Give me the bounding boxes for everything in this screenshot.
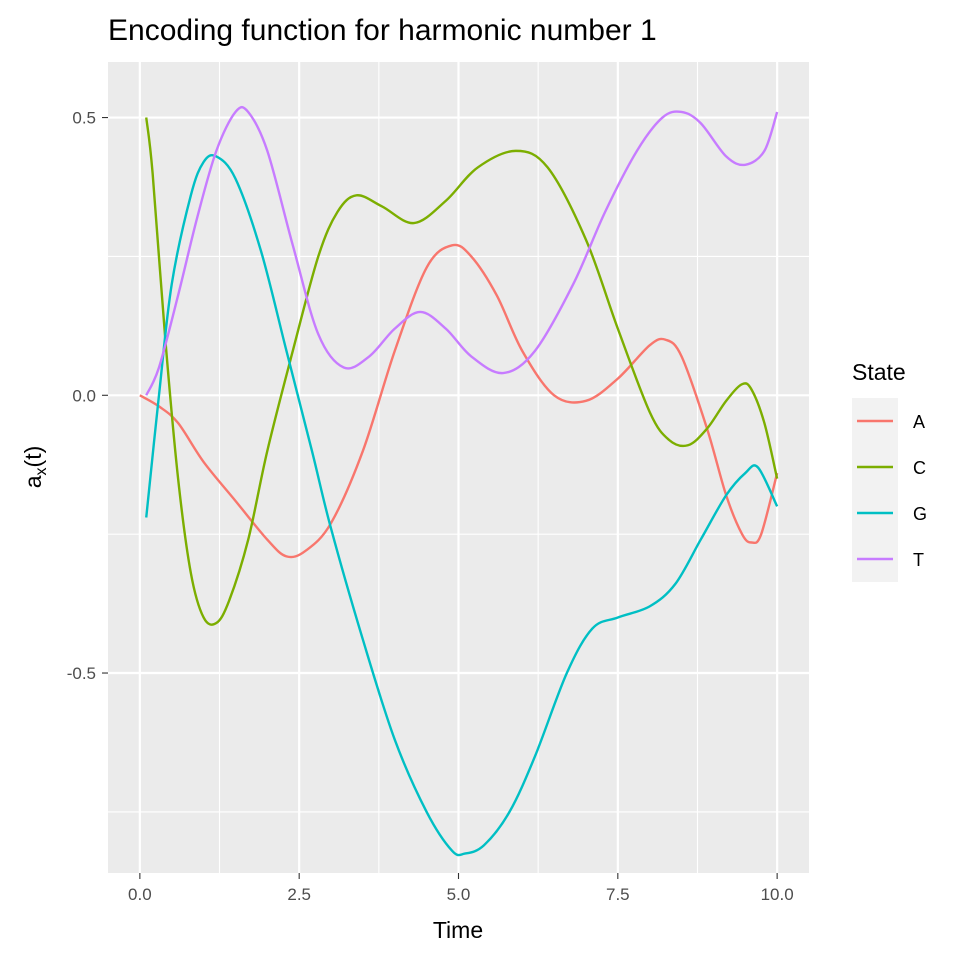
legend-label-c: C	[913, 458, 926, 478]
y-axis-title-main: a	[20, 475, 46, 488]
series-layer	[139, 105, 779, 857]
legend-key-background	[852, 398, 898, 582]
major-grid	[108, 62, 809, 873]
x-tick-label: 2.5	[287, 885, 311, 904]
y-axis-title-subscript: x	[33, 467, 50, 475]
legend-title: State	[852, 359, 906, 385]
series-line-t	[145, 105, 779, 396]
series-line-c	[145, 117, 779, 626]
legend-label-a: A	[913, 412, 925, 432]
y-tick-label: 0.5	[72, 109, 96, 128]
series-line-a	[139, 243, 779, 559]
y-axis-title: ax(t)	[20, 446, 50, 489]
y-tick-label: 0.0	[72, 386, 96, 405]
x-tick-label: 10.0	[761, 885, 794, 904]
chart-title: Encoding function for harmonic number 1	[108, 14, 657, 47]
plot-panel	[108, 62, 809, 873]
y-tick-label: -0.5	[67, 664, 96, 683]
x-tick-label: 5.0	[447, 885, 471, 904]
y-axis-title-rest: (t)	[20, 446, 46, 468]
x-axis: 0.0 2.5 5.0 7.5 10.0	[128, 873, 794, 904]
series-line-g	[145, 154, 779, 857]
legend-items: A C G T	[857, 412, 927, 570]
x-tick-label: 0.0	[128, 885, 152, 904]
legend-label-g: G	[913, 504, 927, 524]
legend-label-t: T	[913, 550, 924, 570]
y-axis: 0.5 0.0 -0.5	[67, 109, 108, 683]
x-tick-label: 7.5	[606, 885, 630, 904]
x-axis-title: Time	[433, 917, 483, 943]
legend: State A C G T	[852, 359, 927, 582]
